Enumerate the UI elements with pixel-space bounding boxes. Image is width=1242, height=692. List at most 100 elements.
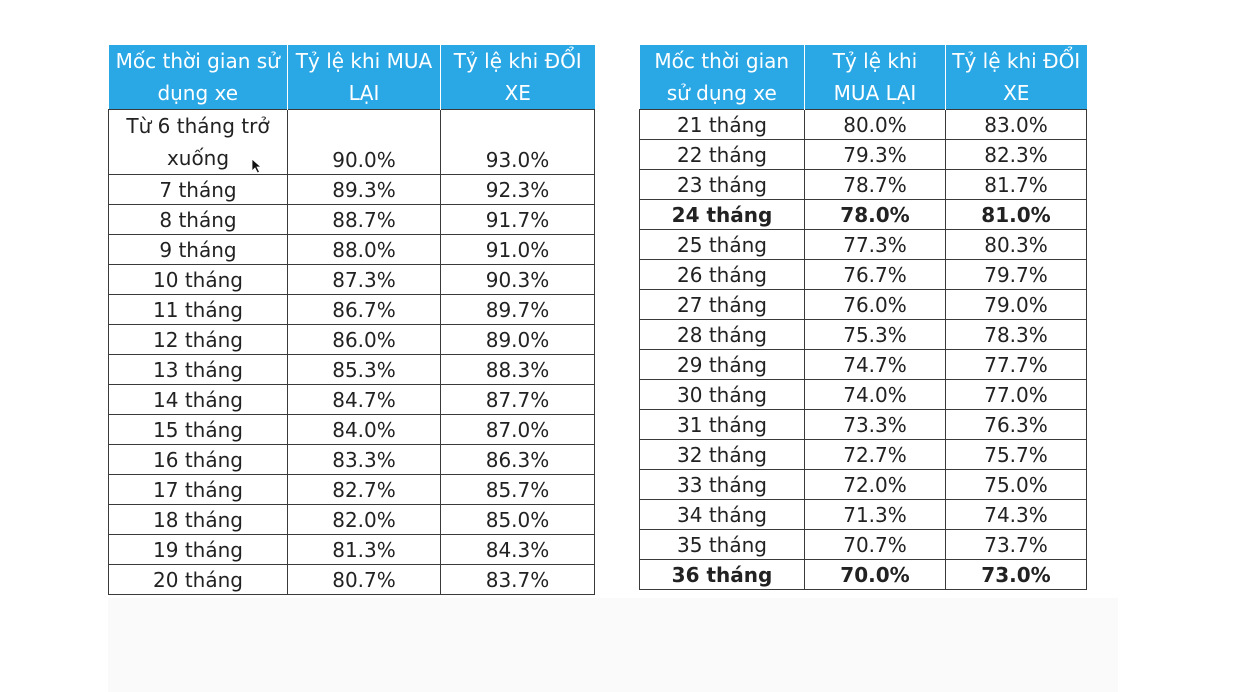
mouse-pointer-icon — [251, 158, 263, 174]
cell-buyback-rate: 81.3% — [287, 534, 441, 565]
cell-buyback-rate: 85.3% — [287, 354, 441, 385]
cell-exchange-rate: 80.3% — [945, 229, 1087, 260]
cell-exchange-rate: 87.0% — [440, 414, 595, 445]
cell-buyback-rate: 80.0% — [804, 109, 946, 140]
cell-exchange-rate: 93.0% — [440, 109, 595, 175]
cell-exchange-rate: 85.7% — [440, 474, 595, 505]
cell-time-milestone: 30 tháng — [639, 379, 805, 410]
cell-buyback-rate: 80.7% — [287, 564, 441, 595]
cell-buyback-rate: 70.0% — [804, 559, 946, 590]
cell-exchange-rate: 85.0% — [440, 504, 595, 535]
cell-buyback-rate: 88.0% — [287, 234, 441, 265]
cell-time-milestone: 15 tháng — [108, 414, 288, 445]
cell-time-milestone: 32 tháng — [639, 439, 805, 470]
cell-buyback-rate: 78.0% — [804, 199, 946, 230]
cell-time-milestone: 25 tháng — [639, 229, 805, 260]
table-row: 30 tháng 74.0% 77.0% — [639, 379, 1087, 410]
table-row: 22 tháng 79.3% 82.3% — [639, 139, 1087, 170]
cell-time-milestone: 34 tháng — [639, 499, 805, 530]
cell-exchange-rate: 83.7% — [440, 564, 595, 595]
cell-exchange-rate: 89.0% — [440, 324, 595, 355]
cell-buyback-rate: 89.3% — [287, 174, 441, 205]
cell-time-milestone: 7 tháng — [108, 174, 288, 205]
cell-buyback-rate: 78.7% — [804, 169, 946, 200]
cell-exchange-rate: 78.3% — [945, 319, 1087, 350]
table-row: 16 tháng 83.3% 86.3% — [108, 444, 595, 475]
cell-buyback-rate: 87.3% — [287, 264, 441, 295]
cell-exchange-rate: 73.0% — [945, 559, 1087, 590]
cell-time-milestone: 11 tháng — [108, 294, 288, 325]
cell-buyback-rate: 88.7% — [287, 204, 441, 235]
cell-buyback-rate: 77.3% — [804, 229, 946, 260]
table-row: 19 tháng 81.3% 84.3% — [108, 534, 595, 565]
cell-buyback-rate: 72.0% — [804, 469, 946, 500]
cell-time-milestone: 13 tháng — [108, 354, 288, 385]
cell-exchange-rate: 87.7% — [440, 384, 595, 415]
table-row: Từ 6 tháng trở xuống 90.0% 93.0% — [108, 109, 595, 175]
table-row: 13 tháng 85.3% 88.3% — [108, 354, 595, 385]
table-row: 33 tháng 72.0% 75.0% — [639, 469, 1087, 500]
table-row: 7 tháng 89.3% 92.3% — [108, 174, 595, 205]
cell-time-milestone: 33 tháng — [639, 469, 805, 500]
cell-exchange-rate: 92.3% — [440, 174, 595, 205]
cell-exchange-rate: 82.3% — [945, 139, 1087, 170]
cell-time-milestone: 28 tháng — [639, 319, 805, 350]
cell-buyback-rate: 82.0% — [287, 504, 441, 535]
cell-exchange-rate: 77.0% — [945, 379, 1087, 410]
table-header-row: Mốc thời gian sử dụng xe Tỷ lệ khi MUA L… — [108, 45, 595, 110]
cell-time-milestone: 8 tháng — [108, 204, 288, 235]
cell-time-milestone: 35 tháng — [639, 529, 805, 560]
cell-exchange-rate: 75.0% — [945, 469, 1087, 500]
table-row: 17 tháng 82.7% 85.7% — [108, 474, 595, 505]
cell-exchange-rate: 90.3% — [440, 264, 595, 295]
table-row: 32 tháng 72.7% 75.7% — [639, 439, 1087, 470]
table-row: 21 tháng 80.0% 83.0% — [639, 109, 1087, 140]
cell-buyback-rate: 75.3% — [804, 319, 946, 350]
table-row: 20 tháng 80.7% 83.7% — [108, 564, 595, 595]
table-row: 15 tháng 84.0% 87.0% — [108, 414, 595, 445]
cell-time-milestone: 17 tháng — [108, 474, 288, 505]
cell-time-milestone: 36 tháng — [639, 559, 805, 590]
cell-buyback-rate: 76.7% — [804, 259, 946, 290]
cell-exchange-rate: 79.0% — [945, 289, 1087, 320]
header-buyback-rate: Tỷ lệ khi MUA LẠI — [804, 45, 946, 110]
cell-exchange-rate: 91.7% — [440, 204, 595, 235]
cell-exchange-rate: 91.0% — [440, 234, 595, 265]
cell-time-milestone: 10 tháng — [108, 264, 288, 295]
cell-time-milestone: 14 tháng — [108, 384, 288, 415]
cell-time-milestone: 19 tháng — [108, 534, 288, 565]
table-row: 24 tháng 78.0% 81.0% — [639, 199, 1087, 230]
cell-time-milestone: 18 tháng — [108, 504, 288, 535]
cell-time-milestone: 27 tháng — [639, 289, 805, 320]
cell-buyback-rate: 74.7% — [804, 349, 946, 380]
table-row: 29 tháng 74.7% 77.7% — [639, 349, 1087, 380]
rate-table-left: Mốc thời gian sử dụng xe Tỷ lệ khi MUA L… — [108, 45, 595, 595]
cell-buyback-rate: 73.3% — [804, 409, 946, 440]
cell-exchange-rate: 75.7% — [945, 439, 1087, 470]
table-row: 18 tháng 82.0% 85.0% — [108, 504, 595, 535]
header-time-milestone: Mốc thời gian sử dụng xe — [108, 45, 288, 110]
cell-exchange-rate: 84.3% — [440, 534, 595, 565]
table-row: 12 tháng 86.0% 89.0% — [108, 324, 595, 355]
cell-buyback-rate: 74.0% — [804, 379, 946, 410]
cell-time-milestone: 22 tháng — [639, 139, 805, 170]
cell-buyback-rate: 70.7% — [804, 529, 946, 560]
cell-buyback-rate: 84.7% — [287, 384, 441, 415]
cell-exchange-rate: 79.7% — [945, 259, 1087, 290]
cell-exchange-rate: 73.7% — [945, 529, 1087, 560]
cell-time-milestone: 16 tháng — [108, 444, 288, 475]
table-row: 23 tháng 78.7% 81.7% — [639, 169, 1087, 200]
cell-time-milestone: 23 tháng — [639, 169, 805, 200]
cell-exchange-rate: 81.7% — [945, 169, 1087, 200]
cell-exchange-rate: 76.3% — [945, 409, 1087, 440]
table-row: 28 tháng 75.3% 78.3% — [639, 319, 1087, 350]
header-exchange-rate: Tỷ lệ khi ĐỔI XE — [945, 45, 1087, 110]
cell-buyback-rate: 72.7% — [804, 439, 946, 470]
table-row: 36 tháng 70.0% 73.0% — [639, 559, 1087, 590]
cell-exchange-rate: 86.3% — [440, 444, 595, 475]
cell-buyback-rate: 76.0% — [804, 289, 946, 320]
cell-exchange-rate: 74.3% — [945, 499, 1087, 530]
background-band — [108, 598, 1118, 692]
cell-exchange-rate: 83.0% — [945, 109, 1087, 140]
cell-buyback-rate: 83.3% — [287, 444, 441, 475]
